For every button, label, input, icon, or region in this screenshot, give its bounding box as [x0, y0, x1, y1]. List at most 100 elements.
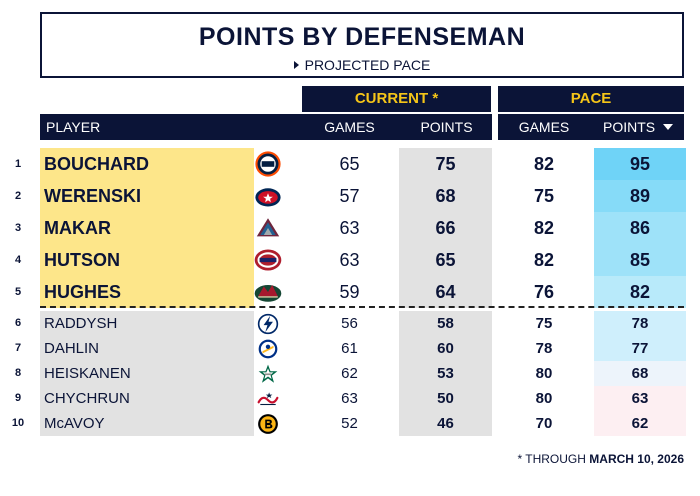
pace-points-cell: 82 [594, 276, 686, 308]
rank-cell: 1 [14, 158, 22, 170]
pace-games-cell: 75 [533, 186, 555, 206]
lightning-logo [257, 313, 279, 335]
current-points-cell: 64 [399, 276, 492, 308]
pace-points-cell: 62 [594, 411, 686, 436]
current-games-cell: 63 [339, 218, 360, 238]
pace-points-cell: 86 [594, 212, 686, 244]
table-row: 4 HUTSON 63 65 82 85 [0, 244, 700, 276]
current-games-cell: 59 [339, 282, 360, 302]
rank-cell: 4 [14, 254, 22, 266]
subtitle-text: PROJECTED PACE [304, 57, 431, 73]
current-points-cell: 65 [399, 244, 492, 276]
group-header-pace: PACE [498, 86, 684, 112]
current-games-cell: 65 [339, 154, 360, 174]
table-row: 7 DAHLIN 61 60 78 77 [0, 336, 700, 361]
rank-cell: 3 [14, 222, 22, 234]
header-current-points: POINTS [420, 119, 473, 135]
table-row: 5 HUGHES 59 64 76 82 [0, 276, 700, 308]
header-current-games: GAMES [324, 119, 375, 135]
pace-games-cell: 75 [535, 315, 553, 332]
column-header-row: PLAYER GAMES POINTS GAMES POINTS [40, 114, 684, 140]
current-points-cell: 46 [399, 411, 492, 436]
header-pace-games: GAMES [518, 119, 570, 135]
current-points-cell: 53 [399, 361, 492, 386]
current-points-cell: 66 [399, 212, 492, 244]
title-box: POINTS BY DEFENSEMAN PROJECTED PACE [40, 12, 684, 78]
header-player: PLAYER [46, 119, 101, 135]
pace-points-cell: 85 [594, 244, 686, 276]
player-name: HEISKANEN [40, 361, 254, 386]
group-header-current: CURRENT * [302, 86, 491, 112]
current-points-cell: 50 [399, 386, 492, 411]
table-row: 2 WERENSKI 57 68 75 89 [0, 180, 700, 212]
oilers-logo [254, 150, 282, 178]
current-games-cell: 57 [339, 186, 360, 206]
pace-games-cell: 80 [535, 365, 553, 382]
pace-games-cell: 78 [535, 340, 553, 357]
table-row: 9 CHYCHRUN 63 50 80 63 [0, 386, 700, 411]
current-games-cell: 63 [341, 390, 358, 407]
pace-points-cell: 68 [594, 361, 686, 386]
pace-games-cell: 70 [535, 415, 553, 432]
pace-points-cell: 77 [594, 336, 686, 361]
current-games-cell: 56 [341, 315, 358, 332]
pace-points-cell: 78 [594, 311, 686, 336]
current-points-cell: 75 [399, 148, 492, 180]
pace-games-cell: 82 [533, 154, 555, 174]
pace-points-cell: 95 [594, 148, 686, 180]
rank-cell: 7 [14, 342, 22, 354]
current-points-cell: 58 [399, 311, 492, 336]
player-name: McAVOY [40, 411, 254, 436]
player-name: HUTSON [40, 244, 254, 276]
rank-cell: 10 [11, 417, 25, 429]
avalanche-logo [254, 214, 282, 242]
table-row: 10 McAVOY 52 46 70 62 [0, 411, 700, 436]
pace-games-cell: 82 [533, 218, 555, 238]
stars-logo [257, 363, 279, 385]
capitals-logo [257, 388, 279, 410]
wild-logo [254, 278, 282, 306]
rank-cell: 6 [14, 317, 22, 329]
player-name: MAKAR [40, 212, 254, 244]
pace-games-cell: 76 [533, 282, 555, 302]
header-pace-points-label: POINTS [602, 119, 656, 135]
pace-points-cell: 89 [594, 180, 686, 212]
pace-games-cell: 82 [533, 250, 555, 270]
footnote: * THROUGH MARCH 10, 2026 [517, 452, 684, 466]
player-name: BOUCHARD [40, 148, 254, 180]
blue-jackets-logo [254, 182, 282, 210]
player-name: HUGHES [40, 276, 254, 308]
header-gap [492, 114, 498, 140]
rank-cell: 2 [14, 190, 22, 202]
footnote-prefix: * THROUGH [517, 452, 590, 466]
pace-points-cell: 63 [594, 386, 686, 411]
player-name: CHYCHRUN [40, 386, 254, 411]
current-games-cell: 62 [341, 365, 358, 382]
current-games-cell: 61 [341, 340, 358, 357]
player-name: WERENSKI [40, 180, 254, 212]
table-row: 3 MAKAR 63 66 82 86 [0, 212, 700, 244]
current-points-cell: 60 [399, 336, 492, 361]
chart-subtitle: PROJECTED PACE [42, 57, 682, 73]
pace-games-cell: 80 [535, 390, 553, 407]
chart-title: POINTS BY DEFENSEMAN [198, 23, 526, 51]
sabres-logo [257, 338, 279, 360]
rank-cell: 5 [14, 286, 22, 298]
header-pace-points[interactable]: POINTS [592, 114, 684, 140]
footnote-date: MARCH 10, 2026 [589, 452, 684, 466]
table-row: 8 HEISKANEN 62 53 80 68 [0, 361, 700, 386]
table-row: 1 BOUCHARD 65 75 82 95 [0, 148, 700, 180]
current-points-cell: 68 [399, 180, 492, 212]
current-games-cell: 52 [341, 415, 358, 432]
bruins-logo [257, 413, 279, 435]
player-name: RADDYSH [40, 311, 254, 336]
rank-cell: 8 [14, 367, 22, 379]
canadiens-logo [254, 246, 282, 274]
sort-descending-icon [663, 124, 673, 130]
play-triangle-icon [293, 61, 299, 69]
rank-cell: 9 [14, 392, 22, 404]
top-five-divider [40, 306, 684, 308]
player-name: DAHLIN [40, 336, 254, 361]
table-row: 6 RADDYSH 56 58 75 78 [0, 311, 700, 336]
current-games-cell: 63 [339, 250, 360, 270]
